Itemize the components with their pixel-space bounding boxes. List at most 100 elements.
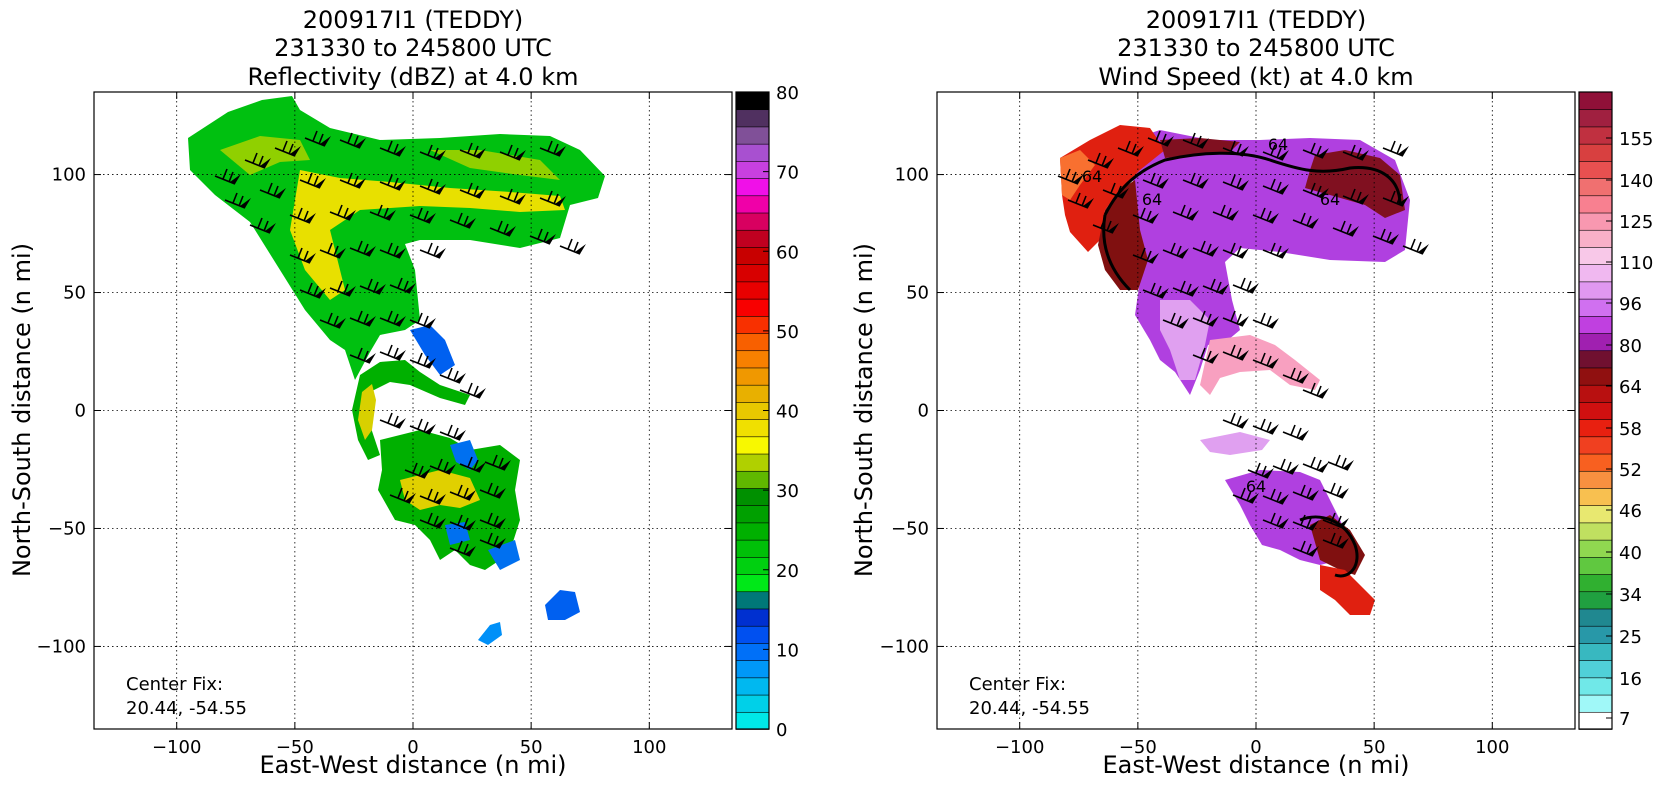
wind-barb	[419, 242, 446, 259]
wind-barb	[479, 532, 506, 549]
wind-barb	[349, 347, 376, 364]
colorbar-swatch	[735, 212, 770, 231]
wind-barb	[1262, 512, 1289, 529]
wind-barb	[1222, 242, 1249, 259]
wind-barb	[459, 456, 486, 473]
left-x-ticks: −100 −50 0 50 100	[152, 92, 666, 758]
colorbar-swatch	[1578, 315, 1613, 334]
colorbar-tick-label: 80	[1619, 336, 1642, 357]
x-tick-label: 50	[520, 737, 543, 758]
left-y-axis-label: North-South distance (n mi)	[8, 243, 36, 577]
wind-barb	[449, 514, 476, 531]
wind-barb	[1142, 172, 1169, 189]
refl-south-blob	[478, 622, 502, 645]
wind-barb	[539, 140, 566, 157]
colorbar-tick-label: 40	[776, 402, 799, 423]
wind-barb	[1282, 424, 1309, 441]
wind-barb	[479, 512, 506, 529]
wind-barb	[1232, 277, 1259, 294]
wind-barb	[389, 487, 416, 504]
wind-barb	[244, 152, 271, 169]
wind-barb	[1292, 514, 1319, 531]
y-tick-label: 0	[75, 401, 86, 422]
wind-south-red	[1320, 565, 1375, 615]
colorbar-swatch	[735, 349, 770, 369]
wind-barb	[1302, 142, 1329, 159]
colorbar-swatch	[1578, 625, 1613, 644]
x-tick-label: −100	[152, 737, 201, 758]
y-tick-label: 0	[918, 401, 929, 422]
wind-barb	[419, 512, 446, 529]
wind-barb	[1172, 204, 1199, 221]
wind-barb	[1222, 412, 1249, 429]
wind-northwest-orange	[1060, 150, 1095, 200]
wind-barb	[1172, 280, 1199, 297]
colorbar-swatch	[1578, 108, 1613, 128]
left-title-line3: Reflectivity (dBZ) at 4.0 km	[248, 63, 579, 91]
y-tick-label: 50	[63, 283, 86, 304]
wind-barb	[1222, 174, 1249, 191]
wind-barb	[1302, 456, 1329, 473]
left-wind-barbs	[214, 130, 586, 557]
colorbar-swatch	[1578, 470, 1613, 489]
colorbar-tick-label: 70	[776, 163, 799, 184]
colorbar-tick-label: 96	[1619, 294, 1642, 315]
colorbar-swatch	[735, 677, 770, 696]
left-center-fix-label: Center Fix:	[126, 674, 223, 695]
colorbar-swatch	[735, 418, 770, 438]
colorbar-swatch	[1578, 194, 1613, 214]
right-center-fix-value: 20.44, -54.55	[969, 698, 1090, 719]
wind-barb	[1182, 172, 1209, 189]
colorbar-swatch	[735, 590, 770, 610]
colorbar-swatch	[1578, 143, 1613, 162]
y-tick-label: 100	[52, 165, 86, 186]
colorbar-swatch	[1578, 608, 1613, 627]
colorbar-tick-label: 20	[776, 561, 799, 582]
wind-barb	[479, 482, 506, 499]
wind-barb	[1222, 310, 1249, 327]
colorbar-tick-label: 50	[776, 322, 799, 343]
wind-barb	[484, 454, 511, 471]
colorbar-swatch	[1578, 677, 1613, 696]
left-grid	[94, 92, 732, 729]
colorbar-swatch	[735, 470, 770, 489]
colorbar-swatch	[735, 194, 770, 214]
colorbar-swatch	[735, 246, 770, 265]
wind-barb	[349, 310, 376, 327]
wind-barb	[419, 178, 446, 195]
wind-barb	[349, 240, 376, 257]
colorbar-swatch	[735, 143, 770, 162]
wind-barb	[289, 207, 316, 224]
x-tick-label: 0	[407, 737, 418, 758]
colorbar-swatch	[1578, 573, 1613, 593]
wind-barb	[1342, 188, 1369, 205]
wind-barb	[459, 142, 486, 159]
wind-barb	[449, 484, 476, 501]
wind-barb	[1232, 487, 1259, 504]
wind-barb	[214, 168, 241, 185]
wind-barb	[369, 204, 396, 221]
wind-barb	[1117, 140, 1144, 157]
wind-dark-max-north	[1160, 138, 1405, 218]
wind-barb	[499, 144, 526, 161]
colorbar-tick-label: 64	[1619, 377, 1642, 398]
wind-barb	[1382, 140, 1409, 157]
wind-barb	[1342, 144, 1369, 161]
colorbar-swatch	[1578, 91, 1613, 111]
colorbar-swatch	[735, 642, 770, 661]
colorbar-tick-label: 58	[1619, 419, 1642, 440]
x-tick-label: 100	[632, 737, 666, 758]
colorbar-swatch	[735, 160, 770, 179]
wind-barb	[1132, 247, 1159, 264]
wind-panel: 200917I1 (TEDDY) 231330 to 245800 UTC Wi…	[850, 6, 1653, 779]
colorbar-tick-label: 0	[776, 720, 787, 741]
right-wind-barbs	[1057, 130, 1429, 557]
colorbar-swatch	[735, 659, 770, 679]
reflectivity-panel: 200917I1 (TEDDY) 231330 to 245800 UTC Re…	[8, 6, 799, 779]
wind-barb	[1162, 242, 1189, 259]
wind-barb	[539, 190, 566, 207]
y-tick-label: −100	[37, 636, 86, 657]
wind-barb	[499, 188, 526, 205]
colorbar-tick-label: 30	[776, 481, 799, 502]
